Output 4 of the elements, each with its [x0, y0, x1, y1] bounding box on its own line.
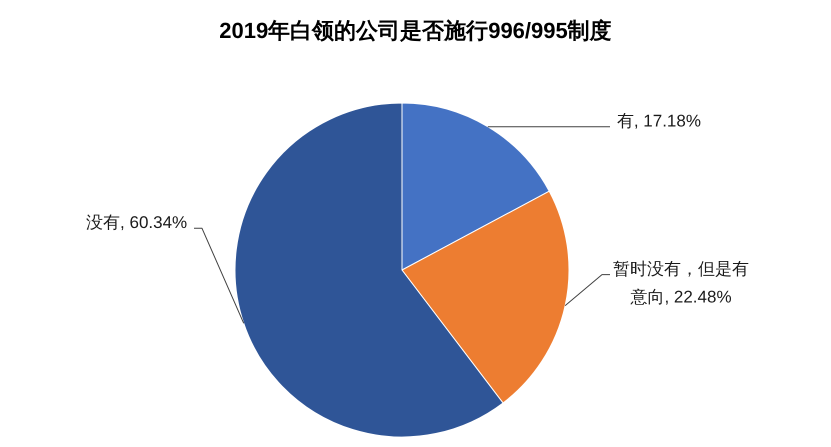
chart-title: 2019年白领的公司是否施行996/995制度 [219, 18, 612, 43]
slice-label: 有, 17.18% [616, 111, 701, 130]
slice-label: 没有, 60.34% [86, 212, 188, 232]
slice-label: 暂时没有，但是有意向, 22.48% [613, 259, 749, 306]
